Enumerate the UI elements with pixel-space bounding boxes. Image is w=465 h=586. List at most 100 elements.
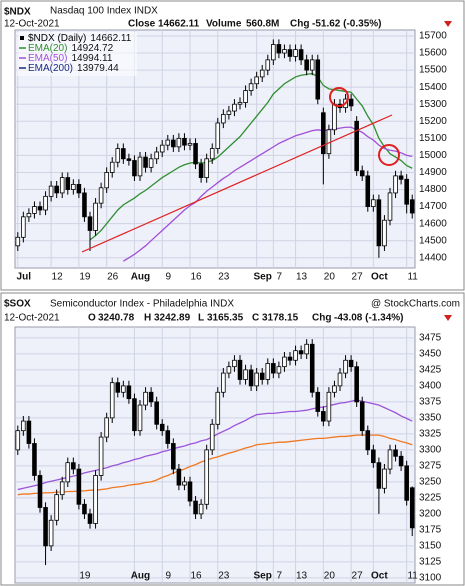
candle-body xyxy=(354,120,359,172)
x-tick-label: 11 xyxy=(407,272,418,283)
candle-body xyxy=(409,199,415,214)
candle-body xyxy=(204,449,209,505)
y-tick-label: 15600 xyxy=(419,48,447,59)
x-tick-label: 9 xyxy=(165,571,171,582)
candle-body xyxy=(321,411,326,422)
candle-body xyxy=(98,187,104,204)
y-tick-label: 3100 xyxy=(419,573,442,584)
annotations xyxy=(81,87,400,253)
y-tick-label: 15100 xyxy=(419,133,447,144)
candle-body xyxy=(98,436,104,476)
y-tick-label: 3425 xyxy=(419,365,442,376)
candle-body xyxy=(232,359,237,368)
candle-body xyxy=(382,468,387,489)
header-value: 3242.89 xyxy=(154,313,191,324)
candle-body xyxy=(182,137,187,146)
candle-body xyxy=(132,398,137,432)
candle-body xyxy=(226,366,232,374)
x-tick-label: Aug xyxy=(131,272,150,283)
legend-value: 13979.44 xyxy=(77,63,119,74)
candle-body xyxy=(26,213,32,218)
candle-body xyxy=(221,372,226,393)
candle-body xyxy=(76,468,82,505)
header-value: -43.08 (-1.34%) xyxy=(334,313,403,324)
panel-title: $SOX xyxy=(4,299,31,310)
x-tick-label: 7 xyxy=(277,272,283,283)
x-tick-label: 23 xyxy=(218,272,230,283)
x-tick-label: Jul xyxy=(17,272,32,283)
candle-body xyxy=(71,462,76,470)
candle-body xyxy=(404,178,409,205)
candle-body xyxy=(254,372,259,387)
x-tick-label: 27 xyxy=(352,571,364,582)
x-tick-label: 13 xyxy=(296,272,308,283)
header-value: -51.62 (-0.35%) xyxy=(312,19,381,30)
candle-body xyxy=(265,59,271,71)
candle-body xyxy=(298,49,304,61)
candle-body xyxy=(359,401,365,432)
candle-body xyxy=(198,503,204,515)
legend-name: EMA(200) xyxy=(28,63,73,74)
x-tick-label: Sep xyxy=(253,571,271,582)
candle-body xyxy=(159,423,165,432)
y-tick-label: 15300 xyxy=(419,99,447,110)
candle-body xyxy=(154,151,159,160)
candle-body xyxy=(193,143,198,165)
ema-line xyxy=(17,399,413,491)
header-value: 3178.15 xyxy=(262,313,299,324)
candle-body xyxy=(15,236,21,247)
candle-body xyxy=(226,110,232,115)
candle-body xyxy=(298,350,304,355)
candle-body xyxy=(348,98,354,107)
y-tick-label: 15200 xyxy=(419,116,447,127)
candle-body xyxy=(376,462,382,489)
header-label: H xyxy=(144,313,151,324)
legend-value: 14994.11 xyxy=(71,53,112,64)
candle-body xyxy=(332,103,337,131)
candle-body xyxy=(148,158,154,168)
y-tick-label: 3325 xyxy=(419,429,442,440)
candle-body xyxy=(315,59,321,100)
candle-body xyxy=(26,420,32,444)
candle-body xyxy=(143,156,148,168)
header-value: 3240.78 xyxy=(98,313,135,324)
candle-body xyxy=(37,206,43,211)
y-tick-label: 15500 xyxy=(419,65,447,76)
candle-body xyxy=(265,363,271,380)
candle-body xyxy=(93,202,98,231)
y-tick-label: 15000 xyxy=(419,150,447,161)
header-label: Chg xyxy=(312,313,331,324)
candle-body xyxy=(171,443,176,470)
candle-body xyxy=(71,184,76,190)
y-tick-label: 3450 xyxy=(419,349,442,360)
candle-body xyxy=(137,404,143,432)
header-label: Close xyxy=(128,19,156,30)
candle-body xyxy=(143,391,148,406)
y-tick-label: 15400 xyxy=(419,82,447,93)
candle-body xyxy=(371,199,376,207)
candle-body xyxy=(54,494,59,521)
plot-area xyxy=(14,326,416,584)
candle-body xyxy=(204,158,209,178)
panel-subtitle: Semiconductor Index - Philadelphia INDX xyxy=(50,299,234,310)
y-tick-label: 14900 xyxy=(419,167,447,178)
x-tick-label: 12 xyxy=(52,272,64,283)
x-tick-label: 20 xyxy=(324,571,336,582)
candle-body xyxy=(287,49,293,57)
candle-body xyxy=(176,468,182,486)
y-tick-label: 3200 xyxy=(419,509,442,520)
legend-entry: $NDX (Daily) 14662.11 xyxy=(28,33,132,44)
candle-body xyxy=(343,359,348,374)
candle-body xyxy=(104,172,109,189)
plot-content xyxy=(15,30,415,268)
x-tick-label: Sep xyxy=(253,272,271,283)
x-tick-label: Oct xyxy=(371,571,388,582)
candle-body xyxy=(209,423,215,451)
candle-body xyxy=(404,465,409,501)
header-label: O xyxy=(88,313,96,324)
candle-body xyxy=(137,156,143,177)
y-tick-label: 15700 xyxy=(419,31,447,42)
candle-body xyxy=(248,369,254,387)
candle-body xyxy=(282,356,287,368)
